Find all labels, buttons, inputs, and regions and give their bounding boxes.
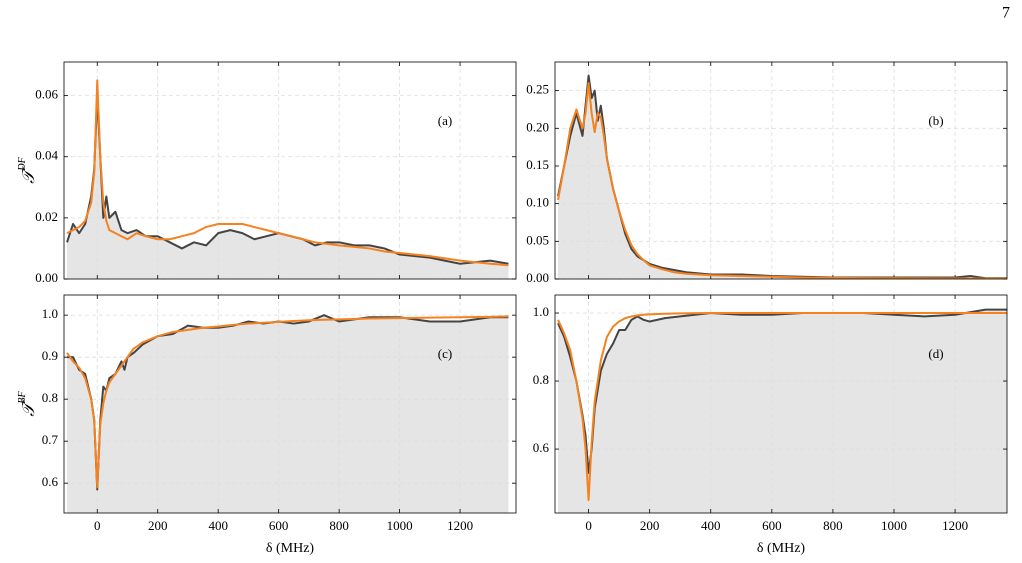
axes-frame bbox=[554, 294, 1008, 514]
x-tick-label: 600 bbox=[762, 518, 782, 533]
x-tick-label: 200 bbox=[148, 518, 168, 533]
axes-frame bbox=[63, 294, 517, 514]
line bbox=[66, 315, 509, 489]
y-tick-label: 0.20 bbox=[526, 119, 549, 134]
y-tick-label: 0.6 bbox=[533, 440, 550, 455]
y-tick-label: 0.15 bbox=[526, 157, 549, 172]
x-tick-label: 0 bbox=[585, 518, 592, 533]
panel-label: (c) bbox=[438, 346, 452, 361]
panel-label: (a) bbox=[438, 113, 452, 128]
y-tick-label: 0.00 bbox=[526, 270, 549, 285]
axes-frame bbox=[63, 61, 517, 280]
panel: 0.00 0.05 0.10 0.15 0.20 0.25 (b) bbox=[526, 61, 1008, 285]
y-tick-label: 0.9 bbox=[42, 348, 58, 363]
y-tick-label: 0.04 bbox=[35, 148, 58, 163]
area bbox=[558, 75, 1007, 279]
y-tick-label: 0.7 bbox=[42, 432, 59, 447]
panel: 0.6 0.7 0.8 0.9 1.0 0 200 400 600 800 1000 1200 (c) δ… bbox=[17, 294, 517, 556]
y-tick-label: 0.05 bbox=[526, 232, 549, 247]
y-axis-label: 𝒯BF bbox=[17, 390, 38, 416]
y-tick-label: 1.0 bbox=[533, 304, 549, 319]
x-tick-label: 400 bbox=[208, 518, 228, 533]
area bbox=[558, 309, 1007, 513]
y-tick-label: 0.6 bbox=[42, 474, 59, 489]
panel-label: (d) bbox=[928, 346, 943, 361]
y-tick-label: 0.8 bbox=[42, 390, 58, 405]
y-label-sup: BF bbox=[17, 390, 28, 403]
x-axis-label: δ (MHz) bbox=[757, 541, 806, 556]
y-tick-label: 0.06 bbox=[35, 87, 58, 102]
area bbox=[67, 95, 509, 279]
panel-label: (b) bbox=[928, 113, 943, 128]
panel: 0.6 0.8 1.0 0 200 400 600 800 1000 1200 (d) δ (MHz) bbox=[533, 294, 1008, 556]
y-tick-label: 0.25 bbox=[526, 82, 549, 97]
x-tick-label: 1200 bbox=[447, 518, 473, 533]
line bbox=[557, 82, 1007, 279]
x-tick-label: 1000 bbox=[387, 518, 413, 533]
y-label-sup: DF bbox=[17, 156, 28, 171]
line bbox=[66, 79, 509, 267]
page-number: 7 bbox=[1002, 5, 1010, 22]
x-tick-label: 1200 bbox=[942, 518, 968, 533]
y-tick-label: 0.10 bbox=[526, 195, 549, 210]
x-tick-label: 1000 bbox=[881, 518, 907, 533]
area bbox=[67, 315, 509, 513]
x-tick-label: 800 bbox=[329, 518, 349, 533]
y-tick-label: 0.00 bbox=[35, 270, 58, 285]
x-tick-label: 600 bbox=[269, 518, 289, 533]
panel: 0.000.020.040.06(a)𝒯DF bbox=[17, 61, 517, 285]
x-axis-label: δ (MHz) bbox=[266, 541, 315, 556]
y-tick-label: 0.02 bbox=[35, 209, 58, 224]
line bbox=[557, 312, 1007, 502]
x-tick-label: 0 bbox=[94, 518, 101, 533]
y-tick-label: 1.0 bbox=[42, 306, 58, 321]
x-tick-label: 400 bbox=[701, 518, 721, 533]
x-tick-label: 800 bbox=[823, 518, 843, 533]
x-tick-label: 200 bbox=[640, 518, 660, 533]
y-tick-label: 0.8 bbox=[533, 372, 549, 387]
axes-frame bbox=[554, 61, 1008, 280]
